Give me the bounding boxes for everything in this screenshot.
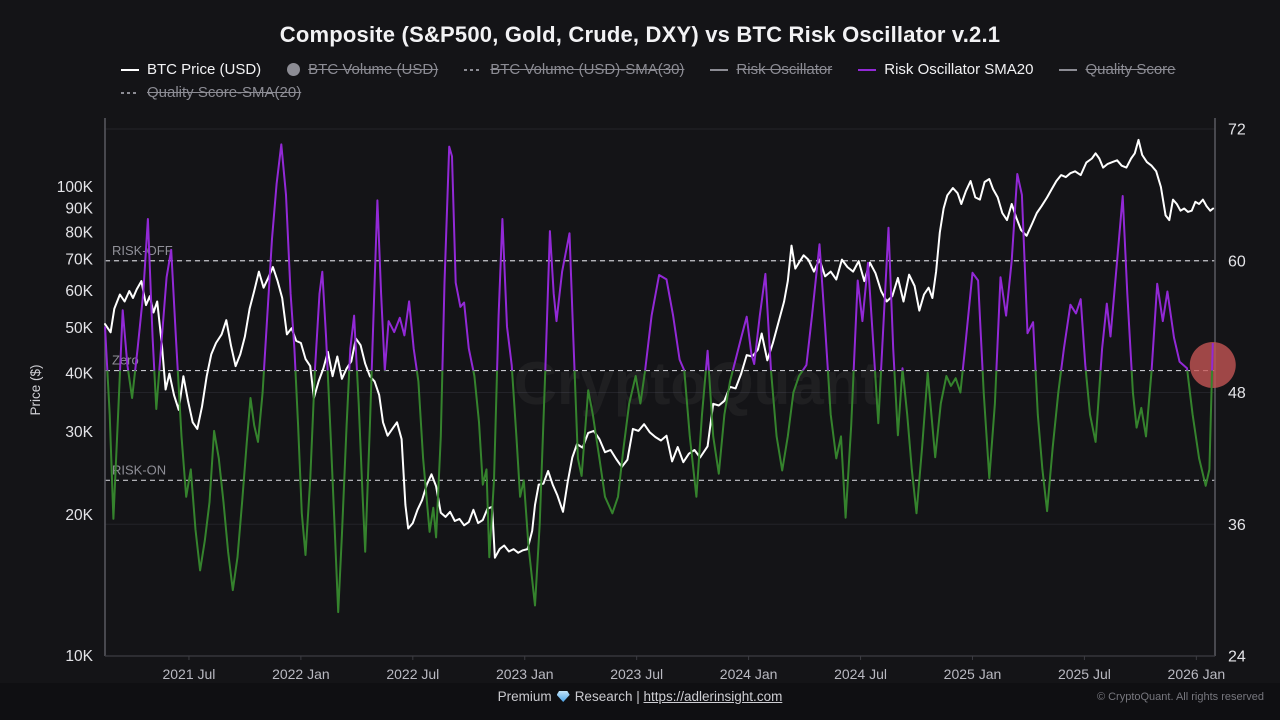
legend-item-btc-price-usd[interactable]: BTC Price (USD) [121, 61, 261, 78]
svg-text:36: 36 [1228, 517, 1246, 534]
svg-text:30K: 30K [65, 424, 93, 441]
legend-label: BTC Volume (USD) [308, 61, 439, 78]
legend-swatch-line-icon [121, 68, 139, 71]
svg-text:90K: 90K [65, 200, 93, 217]
svg-text:100K: 100K [57, 179, 94, 196]
svg-text:40K: 40K [65, 366, 93, 383]
research-label: Research | [574, 689, 640, 704]
svg-text:2025 Jan: 2025 Jan [944, 666, 1002, 682]
legend: BTC Price (USD) BTC Volume (USD) BTC Volum… [121, 61, 1196, 101]
legend-swatch-line-icon [1059, 68, 1078, 71]
svg-text:2024 Jan: 2024 Jan [720, 666, 778, 682]
legend-label: BTC Price (USD) [147, 61, 262, 78]
svg-text:60K: 60K [65, 283, 93, 300]
legend-swatch-circle-icon [287, 63, 301, 76]
svg-text:Price ($): Price ($) [28, 364, 43, 415]
svg-text:2022 Jan: 2022 Jan [272, 666, 330, 682]
svg-text:20K: 20K [65, 507, 93, 524]
premium-label: Premium [497, 689, 552, 704]
svg-text:2023 Jul: 2023 Jul [610, 666, 663, 682]
risk-oscillator-sma20-line-above-zero [104, 143, 1214, 371]
legend-label: Risk Oscillator [736, 61, 833, 78]
legend-item-btc-volume-usd-sma-30[interactable]: BTC Volume (USD)-SMA(30) [464, 61, 684, 78]
legend-item-btc-volume-usd[interactable]: BTC Volume (USD) [287, 61, 438, 78]
legend-item-quality-score[interactable]: Quality Score [1059, 61, 1176, 78]
svg-text:50K: 50K [65, 320, 93, 337]
svg-text:2025 Jul: 2025 Jul [1058, 666, 1111, 682]
legend-item-quality-score-sma-20[interactable]: Quality Score-SMA(20) [121, 84, 301, 101]
svg-text:24: 24 [1228, 649, 1246, 666]
legend-label: Quality Score [1085, 61, 1176, 78]
svg-text:2022 Jul: 2022 Jul [386, 666, 439, 682]
legend-swatch-dash-icon [464, 68, 483, 71]
svg-text:2024 Jul: 2024 Jul [834, 666, 887, 682]
svg-text:72: 72 [1228, 122, 1246, 139]
footer-bar: Premium Research | https://adlerinsight.c… [0, 683, 1280, 720]
footer-credit: Premium Research | https://adlerinsight.c… [0, 689, 1280, 704]
svg-text:2023 Jan: 2023 Jan [496, 666, 554, 682]
svg-text:RISK-ON: RISK-ON [112, 462, 166, 477]
legend-swatch-dash-icon [121, 91, 139, 94]
svg-text:70K: 70K [65, 252, 93, 269]
btc-price-line [104, 138, 1215, 559]
svg-text:2021 Jul: 2021 Jul [162, 666, 215, 682]
legend-item-risk-oscillator-sma20[interactable]: Risk Oscillator SMA20 [858, 61, 1033, 78]
svg-text:RISK-OFF: RISK-OFF [112, 243, 173, 258]
adlerinsight-link[interactable]: https://adlerinsight.com [643, 689, 783, 704]
watermark: CryptoQuant [514, 350, 881, 417]
legend-label: Risk Oscillator SMA20 [884, 61, 1034, 78]
svg-text:10K: 10K [65, 648, 93, 665]
legend-label: BTC Volume (USD)-SMA(30) [490, 61, 685, 78]
svg-text:2026 Jan: 2026 Jan [1168, 666, 1226, 682]
legend-label: Quality Score-SMA(20) [147, 84, 302, 101]
svg-text:48: 48 [1228, 385, 1246, 402]
gem-icon [556, 691, 570, 702]
svg-text:Zero: Zero [112, 353, 139, 368]
risk-oscillator-sma20-line-below-zero [106, 370, 1214, 614]
axes: 10K 20K 30K 40K 50K 60K 70K 80K 90K 100K 24 36 48 60 7… [28, 118, 1246, 682]
legend-item-risk-oscillator[interactable]: Risk Oscillator [710, 61, 832, 78]
legend-swatch-line-icon [710, 68, 729, 71]
copyright-label: © CryptoQuant. All rights reserved [1096, 691, 1264, 703]
legend-swatch-line-icon [858, 68, 877, 71]
svg-text:80K: 80K [65, 224, 93, 241]
svg-text:60: 60 [1228, 253, 1246, 270]
chart-title: Composite (S&P500, Gold, Crude, DXY) vs … [279, 22, 1001, 47]
